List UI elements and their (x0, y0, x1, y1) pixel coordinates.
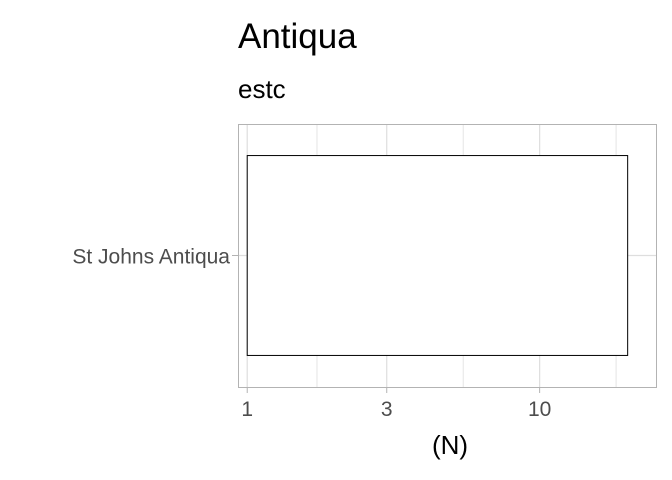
chart-title: Antiqua (238, 17, 357, 56)
bars (246, 155, 629, 356)
panel-border (238, 124, 657, 388)
x-axis-title: (N) (432, 430, 468, 460)
x-tick-label: 3 (381, 398, 393, 421)
chart-subtitle: estc (238, 74, 286, 104)
y-axis: St Johns Antiqua (72, 246, 238, 269)
bar (246, 155, 629, 356)
x-tick-label: 10 (528, 398, 551, 421)
x-axis: 1 3 10 (241, 387, 551, 421)
y-tick-label: St Johns Antiqua (72, 246, 230, 269)
x-tick-label: 1 (241, 398, 253, 421)
